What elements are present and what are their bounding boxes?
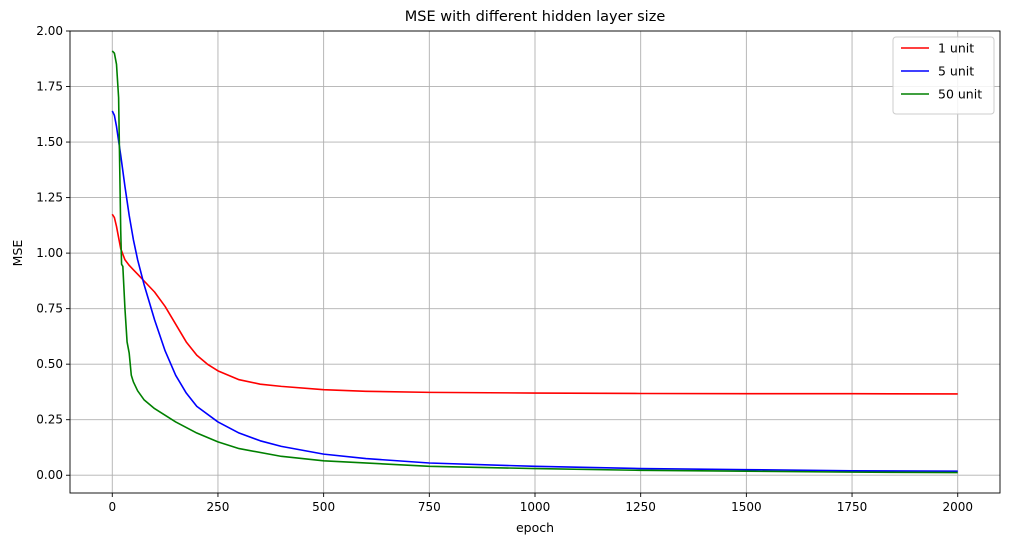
y-axis-label: MSE <box>10 240 25 267</box>
y-tick-label: 2.00 <box>36 24 63 38</box>
y-tick-label: 0.00 <box>36 468 63 482</box>
x-tick-label: 0 <box>108 500 116 514</box>
y-tick-label: 1.75 <box>36 80 63 94</box>
y-tick-label: 1.50 <box>36 135 63 149</box>
x-tick-label: 1750 <box>837 500 868 514</box>
series-line-50-unit <box>111 50 958 474</box>
legend-label: 1 unit <box>938 41 974 56</box>
y-tick-label: 0.75 <box>36 302 63 316</box>
x-tick-label: 1000 <box>520 500 551 514</box>
legend-label: 5 unit <box>938 64 974 79</box>
legend-label: 50 unit <box>938 87 982 102</box>
y-tick-label: 0.25 <box>36 413 63 427</box>
y-axis-ticks: 0.00 0.25 0.50 0.75 1.00 1.25 1.50 1.75 2.00 <box>36 24 70 482</box>
y-tick-label: 1.25 <box>36 191 63 205</box>
x-tick-label: 2000 <box>942 500 973 514</box>
series-line-1-unit <box>111 213 958 395</box>
y-tick-label: 1.00 <box>36 246 63 260</box>
x-tick-label: 750 <box>418 500 441 514</box>
x-tick-label: 1500 <box>731 500 762 514</box>
x-tick-label: 1250 <box>625 500 656 514</box>
x-axis-ticks: 0 250 500 750 1000 1250 1500 1750 2000 <box>108 493 973 514</box>
y-tick-label: 0.50 <box>36 357 63 371</box>
legend: 1 unit 5 unit 50 unit <box>892 36 995 115</box>
x-tick-label: 500 <box>312 500 335 514</box>
x-axis-label: epoch <box>516 520 554 535</box>
series-layer <box>111 50 958 474</box>
chart-title: MSE with different hidden layer size <box>405 9 666 25</box>
series-line-5-unit <box>111 110 958 473</box>
grid-lines <box>70 30 1000 493</box>
x-tick-label: 250 <box>207 500 230 514</box>
